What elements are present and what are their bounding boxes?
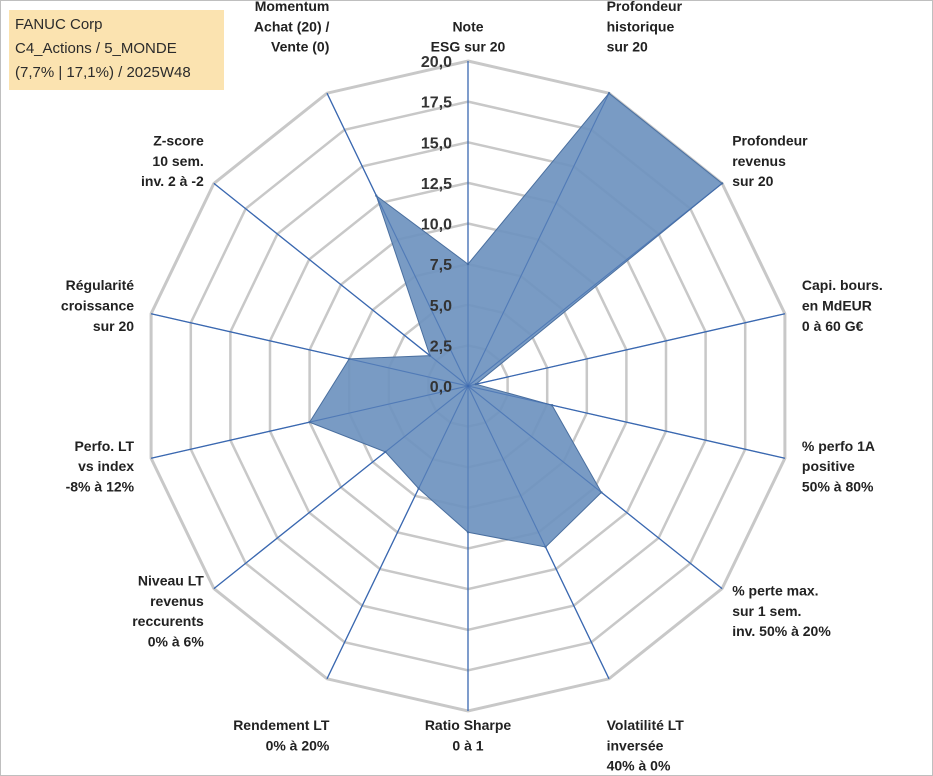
- tick-label: 17,5: [421, 95, 452, 112]
- performance-period: (7,7% | 17,1%) / 2025W48: [15, 64, 191, 81]
- spoke-overlay-9: [213, 385, 469, 589]
- axis-label-line: revenus: [150, 593, 204, 609]
- axis-label-2: Profondeur revenus sur 20: [732, 133, 808, 190]
- axis-label-line: 10 sem.: [152, 153, 203, 169]
- spoke-overlay-1: [467, 92, 610, 387]
- axis-label-5: % perte max. sur 1 sem. inv. 50% à 20%: [732, 583, 831, 640]
- axis-label-line: Z-score: [153, 133, 204, 149]
- axis-label-line: Profondeur: [732, 133, 808, 149]
- axis-label-8: Rendement LT 0% à 20%: [233, 717, 330, 753]
- axis-label-line: Rendement LT: [233, 717, 330, 733]
- axis-label-line: 0% à 6%: [148, 633, 205, 649]
- info-box: FANUC Corp C4_Actions / 5_MONDE (7,7% | …: [9, 10, 224, 90]
- radar-series: [150, 61, 786, 711]
- axis-label-1: Profondeur historique sur 20: [607, 0, 683, 55]
- axis-label-11: Régularité croissance sur 20: [61, 277, 134, 334]
- axis-label-3: Capi. bours. en MdEUR 0 à 60 G€: [802, 277, 883, 334]
- tick-label: 12,5: [421, 176, 452, 193]
- axis-label-10: Perfo. LT vs index -8% à 12%: [66, 438, 135, 495]
- spoke-overlay-4: [467, 385, 786, 459]
- tick-label: 10,0: [421, 217, 452, 234]
- spoke-overlay-2: [467, 183, 723, 387]
- axis-label-line: Régularité: [66, 277, 135, 293]
- axis-label-line: Momentum: [255, 0, 330, 14]
- axis-label-line: Note: [452, 18, 483, 34]
- axis-label-line: sur 1 sem.: [732, 603, 801, 619]
- axis-label-line: vs index: [78, 458, 134, 474]
- axis-label-line: Achat (20) /: [254, 18, 330, 34]
- radial-tick-labels: 0,0 2,5 5,0 7,5 10,0 12,5 15,0 17,5 20,0: [421, 54, 452, 396]
- spoke-overlay-10: [150, 385, 469, 459]
- axis-label-line: inv. 2 à -2: [141, 173, 204, 189]
- spoke-overlay-11: [150, 313, 469, 387]
- axis-label-line: Perfo. LT: [74, 438, 134, 454]
- tick-label: 7,5: [430, 257, 452, 274]
- axis-label-line: 0% à 20%: [266, 737, 330, 753]
- axis-label-line: Vente (0): [271, 39, 329, 55]
- axis-label-line: Volatilité LT: [607, 717, 685, 733]
- axis-label-line: inv. 50% à 20%: [732, 623, 831, 639]
- tick-label: 0,0: [430, 379, 452, 396]
- spoke-overlay-12: [213, 183, 469, 387]
- axis-label-line: % perte max.: [732, 583, 818, 599]
- axis-label-line: Niveau LT: [138, 573, 204, 589]
- portfolio-category: C4_Actions / 5_MONDE: [15, 40, 177, 57]
- tick-label: 15,0: [421, 135, 452, 152]
- axis-label-line: Profondeur: [607, 0, 683, 14]
- axis-label-4: % perfo 1A positive 50% à 80%: [802, 438, 875, 495]
- axis-label-7: Ratio Sharpe 0 à 1: [425, 717, 512, 753]
- axis-label-line: inversée: [607, 737, 664, 753]
- axis-labels: Note ESG sur 20 Profondeur historique sur 20…: [61, 0, 883, 774]
- axis-label-line: sur 20: [607, 39, 648, 55]
- axis-label-12: Z-score 10 sem. inv. 2 à -2: [141, 133, 204, 190]
- axis-label-line: -8% à 12%: [66, 479, 135, 495]
- axis-label-line: en MdEUR: [802, 298, 872, 314]
- axis-label-6: Volatilité LT inversée 40% à 0%: [607, 717, 685, 774]
- axis-label-line: 0 à 1: [452, 737, 483, 753]
- axis-label-line: reccurents: [132, 613, 204, 629]
- company-name: FANUC Corp: [15, 16, 103, 33]
- spoke-overlay-8: [326, 385, 469, 680]
- axis-label-13: Momentum Achat (20) / Vente (0): [254, 0, 330, 55]
- axis-label-line: historique: [607, 18, 675, 34]
- axis-label-line: croissance: [61, 298, 134, 314]
- axis-label-line: sur 20: [93, 318, 134, 334]
- axis-label-line: revenus: [732, 153, 786, 169]
- spoke-overlay-13: [326, 92, 469, 387]
- axis-label-line: sur 20: [732, 173, 773, 189]
- axis-label-line: Ratio Sharpe: [425, 717, 512, 733]
- spoke-overlay-6: [467, 385, 610, 680]
- axis-label-line: 40% à 0%: [607, 758, 671, 774]
- axis-label-line: % perfo 1A: [802, 438, 875, 454]
- spoke-overlay-5: [467, 385, 723, 589]
- series-area: [308, 92, 723, 548]
- axis-label-line: positive: [802, 458, 855, 474]
- axis-label-line: Capi. bours.: [802, 277, 883, 293]
- tick-label: 20,0: [421, 54, 452, 71]
- axis-label-line: 50% à 80%: [802, 479, 874, 495]
- axis-label-line: ESG sur 20: [431, 39, 506, 55]
- axis-label-line: 0 à 60 G€: [802, 318, 864, 334]
- spoke-overlay-3: [467, 313, 786, 387]
- axis-label-0: Note ESG sur 20: [431, 18, 506, 54]
- tick-label: 2,5: [430, 338, 452, 355]
- tick-label: 5,0: [430, 298, 452, 315]
- axis-label-9: Niveau LT revenus reccurents 0% à 6%: [132, 573, 204, 650]
